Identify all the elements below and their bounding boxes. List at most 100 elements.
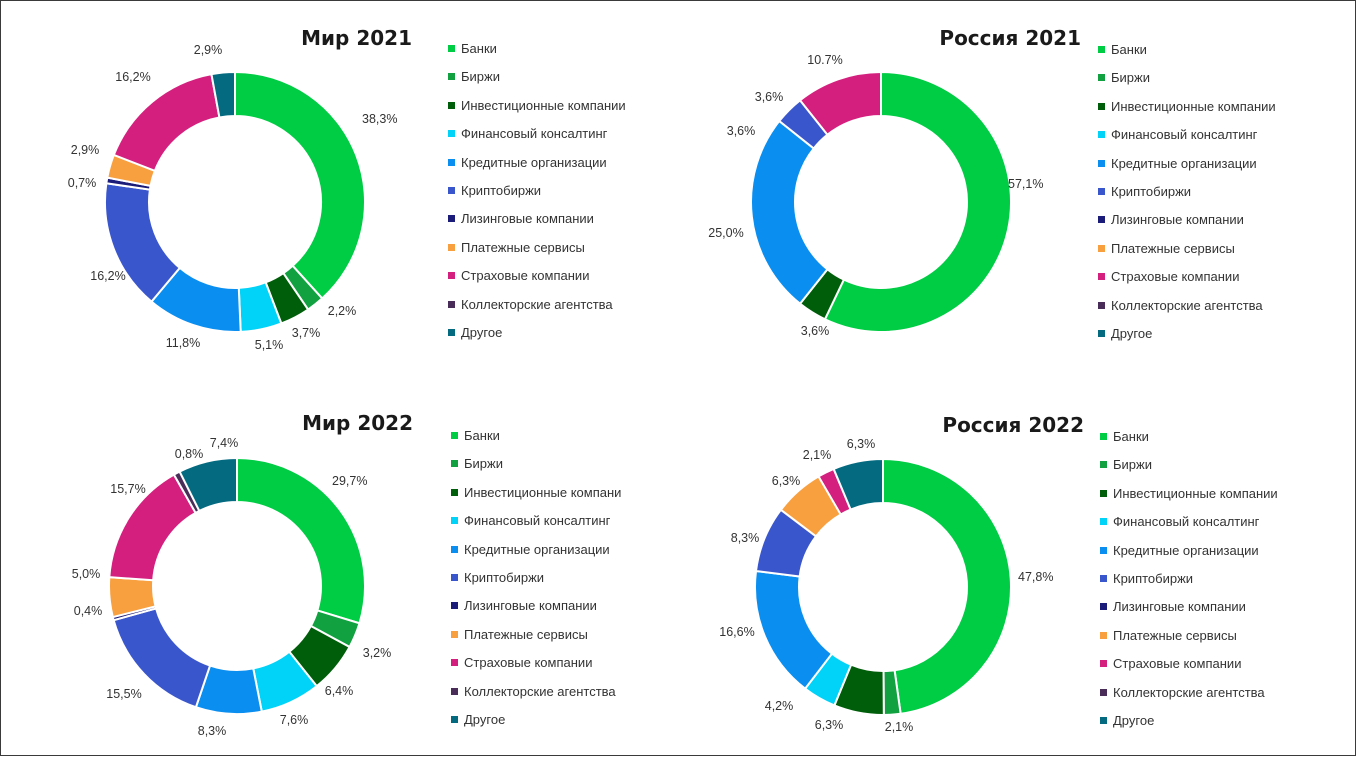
- chart-panel-world-2021: 38,3% 2,2% 3,7% 5,1% 11,8% 16,2% 0,7% 2,9% 16,2%…: [1, 1, 679, 379]
- legend-swatch: [1098, 102, 1105, 110]
- data-label-payment-services: 2,9%: [71, 143, 100, 157]
- legend-label: Банки: [464, 428, 500, 443]
- legend-item-crypto-exchanges: Криптобиржи: [1100, 570, 1278, 598]
- chart-panel-russia-2022: 47,8% 2,1% 6,3% 4,2% 16,6% 8,3% 6,3% 2,1% 6,3% Ро…: [679, 379, 1356, 757]
- legend-label: Коллекторские агентства: [464, 683, 616, 699]
- donut-chart-svg: 38,3% 2,2% 3,7% 5,1% 11,8% 16,2% 0,7% 2,9% 16,2%…: [68, 26, 412, 352]
- legend-label: Банки: [461, 41, 497, 56]
- legend-swatch: [1098, 273, 1105, 281]
- data-label-credit-organizations: 11,8%: [166, 336, 201, 350]
- legend-item-insurance-companies: Страховые компании: [448, 267, 626, 295]
- data-label-collection-agencies: 0,8%: [175, 447, 204, 461]
- data-label-exchanges: 2,1%: [885, 720, 914, 734]
- legend-swatch: [448, 272, 455, 280]
- legend-item-investment-companies: Инвестиционные компании: [1100, 485, 1278, 513]
- legend-item-other: Другое: [1098, 325, 1276, 353]
- legend-item-financial-consulting: Финансовый консалтинг: [1098, 126, 1276, 154]
- legend-item-crypto-exchanges: Криптобиржи: [451, 569, 621, 597]
- legend-swatch: [451, 687, 458, 695]
- legend-label: Инвестиционные компании: [461, 97, 626, 113]
- legend-label: Биржи: [461, 69, 500, 85]
- legend-label: Криптобиржи: [464, 569, 545, 585]
- donut-slice-banks: [234, 70, 366, 300]
- legend-label: Биржи: [1111, 70, 1150, 86]
- legend-swatch: [451, 545, 458, 553]
- legend-item-exchanges: Биржи: [1100, 456, 1278, 484]
- legend-swatch: [448, 158, 455, 166]
- legend-item-exchanges: Биржи: [451, 455, 621, 483]
- legend-label: Лизинговые компании: [1113, 599, 1246, 615]
- legend-label: Финансовый консалтинг: [1111, 127, 1258, 143]
- legend-label: Другое: [461, 324, 503, 340]
- data-label-insurance-companies: 10.7%: [807, 53, 842, 67]
- data-label-credit-organizations: 16,6%: [719, 625, 754, 639]
- legend-item-insurance-companies: Страховые компании: [1098, 268, 1276, 296]
- legend-swatch: [1100, 433, 1107, 441]
- legend-label: Страховые компании: [1113, 656, 1242, 672]
- donut-slice-banks: [236, 456, 366, 625]
- legend-swatch: [1098, 131, 1105, 139]
- legend-swatch: [451, 574, 458, 582]
- data-label-credit-organizations: 25,0%: [708, 226, 743, 240]
- legend-swatch: [448, 130, 455, 138]
- legend-item-banks: Банки: [1100, 428, 1278, 456]
- legend-swatch: [1098, 301, 1105, 309]
- legend-label: Кредитные организации: [464, 541, 610, 557]
- donut-chart-svg: 57,1% 3,6% 25,0% 3,6% 10.7% 3,6% Россия 2021: [708, 26, 1081, 338]
- legend-item-credit-organizations: Кредитные организации: [451, 541, 621, 569]
- legend-label: Платежные сервисы: [1113, 627, 1237, 643]
- legend-item-crypto-exchanges: Криптобиржи: [1098, 183, 1276, 211]
- legend-label: Инвестиционные компании: [1111, 98, 1276, 114]
- legend-label: Кредитные организации: [1111, 155, 1257, 171]
- legend-label: Криптобиржи: [1111, 183, 1192, 199]
- data-label-investment-companies: 6,4%: [325, 684, 354, 698]
- legend-swatch: [1098, 46, 1105, 54]
- data-label-insurance-companies: 16,2%: [115, 70, 150, 84]
- legend-item-exchanges: Биржи: [1098, 69, 1276, 97]
- legend-item-investment-companies: Инвестиционные компании: [448, 97, 626, 125]
- donut-slice-other: [210, 70, 236, 119]
- legend-swatch: [451, 432, 458, 440]
- data-label-credit-organizations: 8,3%: [198, 724, 227, 738]
- data-label-insurance-companies: 15,7%: [110, 482, 145, 496]
- legend-swatch: [1100, 518, 1107, 526]
- legend-label: Страховые компании: [464, 655, 593, 671]
- data-label-investment-companies: 6,3%: [815, 718, 844, 732]
- legend-label: Коллекторские агентства: [1111, 297, 1263, 313]
- legend-label: Платежные сервисы: [1111, 240, 1235, 256]
- chart-panel-russia-2021: 57,1% 3,6% 25,0% 3,6% 10.7% 3,6% Россия 2021 Ба…: [679, 1, 1356, 379]
- legend-item-financial-consulting: Финансовый консалтинг: [451, 512, 621, 540]
- legend-label: Платежные сервисы: [464, 626, 588, 642]
- legend-swatch: [1100, 461, 1107, 469]
- legend-item-collection-agencies: Коллекторские агентства: [1098, 297, 1276, 325]
- legend-swatch: [1100, 660, 1107, 668]
- legend-swatch: [1098, 188, 1105, 196]
- chart-title: Россия 2021: [939, 26, 1081, 50]
- legend-label: Коллекторские агентства: [461, 296, 613, 312]
- legend-label: Страховые компании: [461, 268, 590, 284]
- legend-swatch: [1100, 603, 1107, 611]
- legend-swatch: [1098, 74, 1105, 82]
- data-label-financial-consulting: 4,2%: [765, 699, 794, 713]
- legend-item-payment-services: Платежные сервисы: [448, 239, 626, 267]
- legend-swatch: [1100, 688, 1107, 696]
- chart-title: Россия 2022: [942, 413, 1084, 437]
- legend-label: Инвестиционные компании: [1113, 485, 1278, 501]
- legend-swatch: [451, 659, 458, 667]
- legend-swatch: [1100, 716, 1107, 724]
- legend-label: Криптобиржи: [461, 182, 542, 198]
- data-label-leasing-companies: 0,7%: [68, 176, 97, 190]
- legend-swatch: [451, 460, 458, 468]
- legend-swatch: [451, 630, 458, 638]
- legend-label: Другое: [1113, 712, 1155, 728]
- data-label-other: 6,3%: [847, 437, 876, 451]
- legend-swatch: [451, 602, 458, 610]
- legend-swatch: [1098, 244, 1105, 252]
- legend-label: Финансовый консалтинг: [464, 513, 611, 529]
- legend-swatch: [451, 517, 458, 525]
- donut-slice-insurance-companies: [798, 70, 882, 137]
- legend-swatch: [448, 328, 455, 336]
- legend-item-financial-consulting: Финансовый консалтинг: [448, 125, 626, 153]
- legend-item-investment-companies: Инвестиционные компани: [451, 484, 621, 512]
